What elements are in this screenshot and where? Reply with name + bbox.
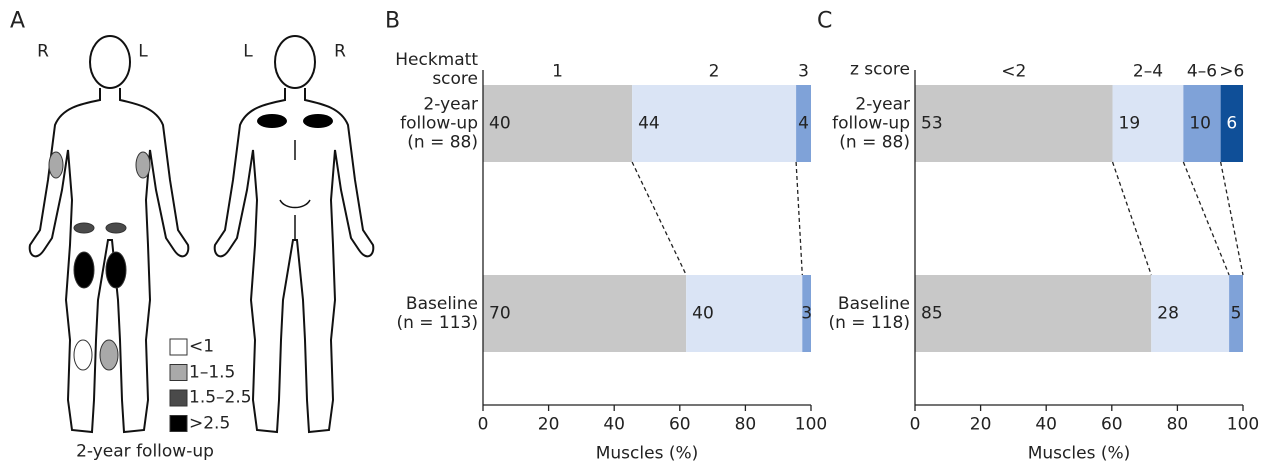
- legend-label: >2.5: [189, 412, 231, 433]
- side-label: L: [243, 41, 253, 62]
- back-body: [213, 35, 375, 434]
- front-muscles: [48, 151, 151, 371]
- x-tick-label: 100: [1226, 414, 1260, 435]
- bar-segment: [1229, 275, 1243, 352]
- category-label: Baseline (n = 113): [396, 293, 478, 333]
- x-tick-label: 80: [734, 414, 757, 435]
- data-label: 28: [1157, 302, 1179, 323]
- bar-segment: [1151, 275, 1230, 352]
- bar-segment: [796, 85, 811, 162]
- back-muscles: [257, 114, 333, 128]
- front-body: [28, 35, 190, 434]
- bar-segment: [915, 85, 1113, 162]
- data-label: 19: [1118, 112, 1141, 133]
- side-label: L: [138, 41, 148, 62]
- data-label: 53: [921, 112, 943, 133]
- x-tick-label: 20: [969, 414, 992, 435]
- side-label: R: [37, 41, 49, 62]
- x-tick-label: 60: [1100, 414, 1123, 435]
- category-label: 2-year follow-up (n = 88): [400, 93, 478, 153]
- series-name: 2–4: [1132, 61, 1164, 82]
- data-label: 85: [921, 302, 943, 323]
- x-tick-label: 40: [603, 414, 626, 435]
- head: [274, 35, 316, 89]
- bar-segment: [915, 275, 1152, 352]
- body-outline: [213, 88, 375, 434]
- data-label: 10: [1189, 112, 1211, 133]
- connector: [1182, 161, 1230, 276]
- data-label: 40: [692, 302, 714, 323]
- side-label: R: [334, 41, 346, 62]
- bar-segment: [1183, 85, 1221, 162]
- series-name: 4–6: [1186, 61, 1218, 82]
- series-name: 1: [552, 61, 563, 82]
- body-outline: [28, 88, 190, 434]
- bar-segment: [632, 85, 797, 162]
- connector: [631, 161, 687, 276]
- series-name: 2: [708, 61, 720, 82]
- back-detail: [279, 140, 311, 240]
- connector: [1111, 161, 1152, 276]
- bar-segment: [686, 275, 803, 352]
- legend-swatch: [169, 389, 188, 407]
- legend-title: z score: [849, 59, 910, 80]
- bar-segment: [1112, 85, 1184, 162]
- legend-label: 1–1.5: [189, 361, 236, 382]
- panel-letter: C: [817, 8, 833, 34]
- connector: [1219, 161, 1244, 276]
- data-label: 40: [489, 112, 511, 133]
- legend-swatch: [169, 364, 188, 381]
- bar-segment: [483, 85, 633, 162]
- bar-segment: [802, 275, 811, 352]
- caption: 2-year follow-up: [76, 441, 214, 462]
- legend-label: 1.5–2.5: [189, 387, 252, 408]
- x-tick-label: 60: [668, 414, 691, 435]
- series-name: <2: [1001, 61, 1027, 82]
- legend-swatch: [169, 338, 188, 356]
- x-tick-label: 80: [1166, 414, 1189, 435]
- category-label: 2-year follow-up (n = 88): [832, 93, 910, 153]
- series-name: 3: [798, 61, 809, 82]
- legend-label: <1: [189, 336, 215, 357]
- data-label: 70: [489, 302, 511, 323]
- x-tick-label: 20: [537, 414, 560, 435]
- series-name: >6: [1219, 61, 1245, 82]
- connector: [795, 161, 803, 276]
- panel-letter: B: [385, 8, 401, 34]
- data-label: 3: [801, 302, 813, 323]
- legend-swatch: [169, 415, 188, 432]
- bar-segment: [483, 275, 687, 352]
- x-axis-label: Muscles (%): [1027, 443, 1131, 464]
- x-axis-label: Muscles (%): [595, 443, 699, 464]
- bar-segment: [1220, 85, 1243, 162]
- head: [89, 35, 131, 89]
- data-label: 5: [1230, 302, 1242, 323]
- legend-title: Heckmatt score: [395, 49, 478, 89]
- x-tick-label: 0: [477, 414, 489, 435]
- panel-letter: A: [10, 8, 26, 34]
- x-tick-label: 0: [909, 414, 921, 435]
- data-label: 4: [798, 112, 809, 133]
- data-label: 6: [1226, 112, 1238, 133]
- data-label: 44: [638, 112, 660, 133]
- x-tick-label: 100: [794, 414, 828, 435]
- category-label: Baseline (n = 118): [828, 293, 910, 333]
- x-tick-label: 40: [1035, 414, 1058, 435]
